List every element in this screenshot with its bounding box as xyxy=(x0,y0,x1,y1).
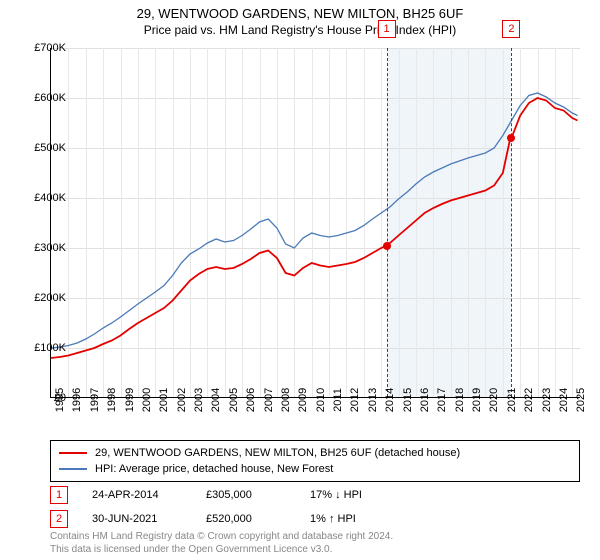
xtick-label: 2009 xyxy=(297,388,309,412)
legend-label-1: HPI: Average price, detached house, New … xyxy=(95,463,333,475)
xtick-label: 2002 xyxy=(176,388,188,412)
ytick-label: £500K xyxy=(34,142,66,154)
marker-point xyxy=(383,242,391,250)
xtick-label: 2013 xyxy=(367,388,379,412)
xtick-label: 1995 xyxy=(54,388,66,412)
ytick-label: £400K xyxy=(34,192,66,204)
xtick-label: 2015 xyxy=(402,388,414,412)
xtick-label: 2018 xyxy=(454,388,466,412)
sale-row-1: 2 30-JUN-2021 £520,000 1% ↑ HPI xyxy=(50,510,356,528)
sale-price-0: £305,000 xyxy=(206,489,286,501)
xtick-label: 2004 xyxy=(210,388,222,412)
xtick-label: 2016 xyxy=(419,388,431,412)
sale-price-1: £520,000 xyxy=(206,513,286,525)
legend-row-0: 29, WENTWOOD GARDENS, NEW MILTON, BH25 6… xyxy=(59,445,571,461)
sale-date-1: 30-JUN-2021 xyxy=(92,513,182,525)
legend-swatch-1 xyxy=(59,468,87,470)
xtick-label: 1996 xyxy=(71,388,83,412)
xtick-label: 1999 xyxy=(124,388,136,412)
marker-box: 2 xyxy=(502,20,520,38)
xtick-label: 2005 xyxy=(228,388,240,412)
series-line-1 xyxy=(51,93,578,348)
xtick-label: 2010 xyxy=(315,388,327,412)
sale-delta-1: 1% ↑ HPI xyxy=(310,513,356,525)
marker-line xyxy=(511,48,512,397)
ytick-label: £700K xyxy=(34,42,66,54)
xtick-label: 2021 xyxy=(506,388,518,412)
marker-point xyxy=(507,134,515,142)
ytick-label: £600K xyxy=(34,92,66,104)
sale-marker-1: 2 xyxy=(50,510,68,528)
sale-row-0: 1 24-APR-2014 £305,000 17% ↓ HPI xyxy=(50,486,362,504)
xtick-label: 2017 xyxy=(436,388,448,412)
xtick-label: 1998 xyxy=(106,388,118,412)
xtick-label: 2006 xyxy=(245,388,257,412)
xtick-label: 2025 xyxy=(575,388,587,412)
xtick-label: 2008 xyxy=(280,388,292,412)
footer-line-1: Contains HM Land Registry data © Crown c… xyxy=(50,530,393,543)
ytick-label: £300K xyxy=(34,242,66,254)
marker-line xyxy=(387,48,388,397)
xtick-label: 2000 xyxy=(141,388,153,412)
xtick-label: 2020 xyxy=(488,388,500,412)
legend-row-1: HPI: Average price, detached house, New … xyxy=(59,461,571,477)
xtick-label: 2001 xyxy=(158,388,170,412)
ytick-label: £100K xyxy=(34,342,66,354)
xtick-label: 2023 xyxy=(541,388,553,412)
sale-date-0: 24-APR-2014 xyxy=(92,489,182,501)
xtick-label: 2003 xyxy=(193,388,205,412)
xtick-label: 2011 xyxy=(332,388,344,412)
xtick-label: 2014 xyxy=(384,388,396,412)
xtick-label: 2012 xyxy=(349,388,361,412)
xtick-label: 2007 xyxy=(263,388,275,412)
series-line-0 xyxy=(51,98,578,358)
legend-label-0: 29, WENTWOOD GARDENS, NEW MILTON, BH25 6… xyxy=(95,447,460,459)
xtick-label: 1997 xyxy=(89,388,101,412)
sale-delta-0: 17% ↓ HPI xyxy=(310,489,362,501)
legend-box: 29, WENTWOOD GARDENS, NEW MILTON, BH25 6… xyxy=(50,440,580,482)
chart-plot-area: 12 xyxy=(50,48,580,398)
sale-marker-0: 1 xyxy=(50,486,68,504)
xtick-label: 2024 xyxy=(558,388,570,412)
xtick-label: 2019 xyxy=(471,388,483,412)
legend-swatch-0 xyxy=(59,452,87,454)
ytick-label: £200K xyxy=(34,292,66,304)
footer-line-2: This data is licensed under the Open Gov… xyxy=(50,543,393,556)
chart-lines-svg xyxy=(51,48,580,397)
xtick-label: 2022 xyxy=(523,388,535,412)
marker-box: 1 xyxy=(378,20,396,38)
footer-text: Contains HM Land Registry data © Crown c… xyxy=(50,530,393,556)
